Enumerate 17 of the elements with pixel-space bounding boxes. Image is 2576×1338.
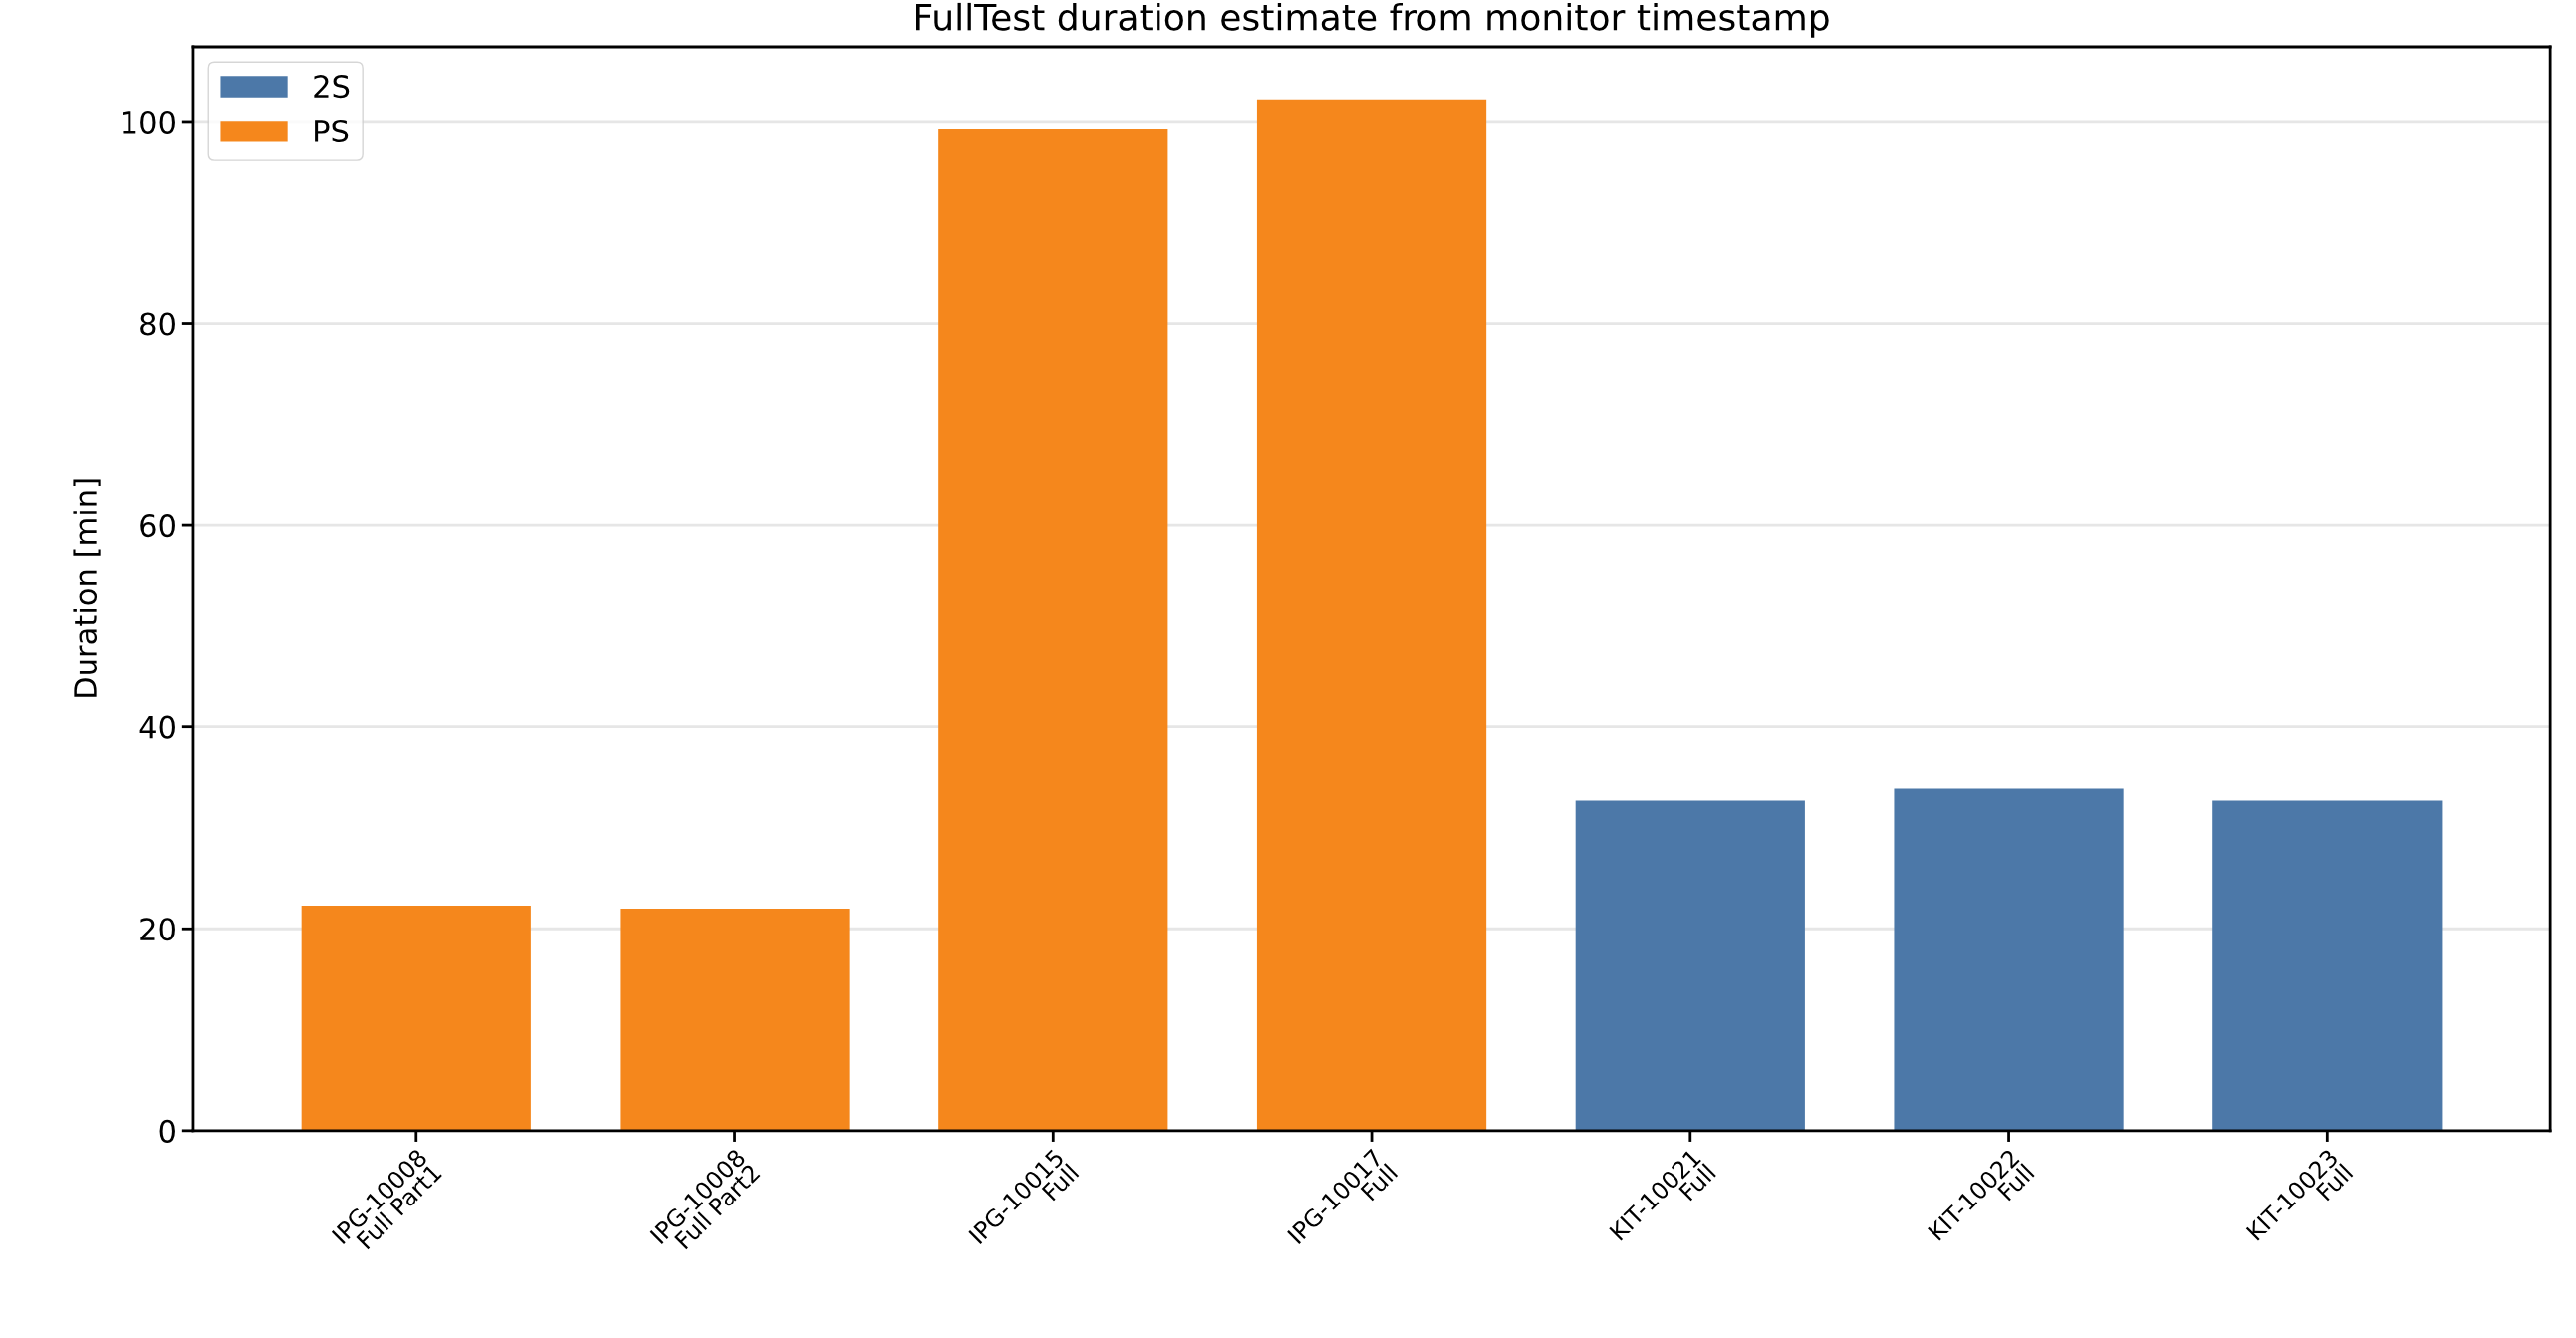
y-tick-label: 40 [139,715,175,739]
y-tick-label: 20 [140,918,175,941]
y-tick-label: 80 [140,312,175,336]
bar [1575,800,1805,1131]
legend-label: 2S [314,75,350,99]
y-tick-label: 0 [159,1119,175,1143]
y-tick-label: 60 [140,514,175,538]
legend-label: PS [315,119,349,143]
bar [938,129,1168,1131]
y-tick-label: 100 [123,110,175,134]
bar [1894,788,2124,1131]
bar [2212,800,2443,1131]
y-axis-title: Duration [min] [73,479,101,697]
bar [620,909,850,1131]
bar [301,905,531,1131]
bar [1256,99,1487,1131]
chart-title: FullTest duration estimate from monitor timestamp [916,2,1829,38]
